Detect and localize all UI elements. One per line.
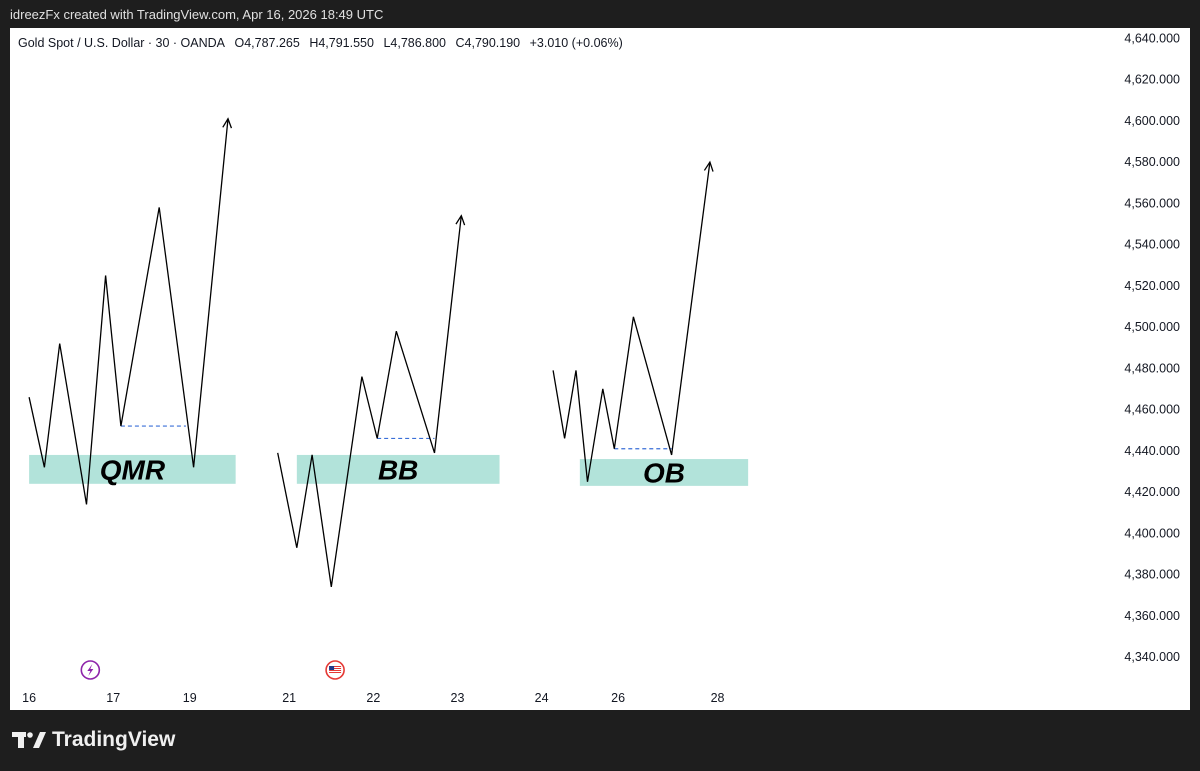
y-tick-label: 4,520.000 — [1124, 279, 1180, 293]
y-tick-label: 4,360.000 — [1124, 609, 1180, 623]
legend-symbol: Gold Spot / U.S. Dollar · 30 · OANDA — [18, 36, 226, 50]
y-tick-label: 4,620.000 — [1124, 73, 1180, 87]
flag-canton — [329, 666, 335, 670]
legend-open: O4,787.265 — [234, 36, 300, 50]
event-markers — [80, 660, 345, 680]
zone-qmr — [29, 454, 236, 484]
price-path-2 — [552, 162, 711, 482]
x-axis: 16 17 19 21 22 23 24 26 28 — [22, 691, 724, 705]
flag-stripe — [329, 668, 342, 669]
tradingview-logo-icon — [12, 732, 46, 748]
y-tick-label: 4,340.000 — [1124, 650, 1180, 664]
y-tick-label: 4,400.000 — [1124, 526, 1180, 540]
flag-stripe — [329, 666, 342, 667]
y-tick-label: 4,640.000 — [1124, 31, 1180, 45]
price-path-0 — [28, 118, 229, 505]
price-path-1 — [277, 215, 462, 587]
x-tick-label: 28 — [711, 691, 725, 705]
symbol-legend: Gold Spot / U.S. Dollar · 30 · OANDA O4,… — [18, 36, 629, 50]
y-tick-label: 4,480.000 — [1124, 361, 1180, 375]
chart-frame[interactable]: QMR BB OB 4,640.000 4,620.000 4,600.000 4,580… — [10, 28, 1190, 710]
labels-layer: QMR BB OB — [100, 454, 685, 488]
y-tick-label: 4,600.000 — [1124, 114, 1180, 128]
x-tick-label: 26 — [611, 691, 625, 705]
lines-layer — [28, 117, 714, 587]
y-tick-label: 4,500.000 — [1124, 320, 1180, 334]
y-tick-label: 4,540.000 — [1124, 238, 1180, 252]
y-tick-label: 4,380.000 — [1124, 568, 1180, 582]
y-axis: 4,640.000 4,620.000 4,600.000 4,580.000 4,56… — [1124, 31, 1180, 664]
legend-change: +3.010 (+0.06%) — [529, 36, 623, 50]
flag-stripe — [329, 672, 342, 673]
levels-layer — [120, 425, 672, 450]
footer: TradingView — [12, 728, 175, 752]
zone-bb — [296, 454, 500, 484]
y-tick-label: 4,420.000 — [1124, 485, 1180, 499]
chart-attribution: idreezFx created with TradingView.com, A… — [10, 7, 384, 22]
zones-layer — [29, 454, 749, 486]
legend-close: C4,790.190 — [455, 36, 521, 50]
arrow-head-1 — [455, 214, 466, 226]
x-tick-label: 21 — [282, 691, 296, 705]
zone-label-qmr: QMR — [100, 454, 166, 485]
y-tick-label: 4,460.000 — [1124, 403, 1180, 417]
y-tick-label: 4,580.000 — [1124, 155, 1180, 169]
zone-label-ob: OB — [643, 457, 685, 488]
zone-label-bb: BB — [378, 454, 418, 485]
arrow-head-2 — [703, 160, 714, 172]
arrow-head-0 — [222, 117, 233, 129]
x-tick-label: 19 — [183, 691, 197, 705]
legend-low: L4,786.800 — [383, 36, 447, 50]
flag-stripe — [329, 670, 342, 671]
y-tick-label: 4,560.000 — [1124, 196, 1180, 210]
x-tick-label: 17 — [106, 691, 120, 705]
x-tick-label: 22 — [366, 691, 380, 705]
lightning-bolt — [87, 664, 94, 676]
x-tick-label: 23 — [451, 691, 465, 705]
legend-high: H4,791.550 — [309, 36, 374, 50]
zone-ob — [579, 459, 749, 486]
x-tick-label: 16 — [22, 691, 36, 705]
y-tick-label: 4,440.000 — [1124, 444, 1180, 458]
x-tick-label: 24 — [535, 691, 549, 705]
chart-svg[interactable]: QMR BB OB 4,640.000 4,620.000 4,600.000 4,580… — [10, 28, 1190, 710]
brand-name: TradingView — [52, 728, 176, 751]
